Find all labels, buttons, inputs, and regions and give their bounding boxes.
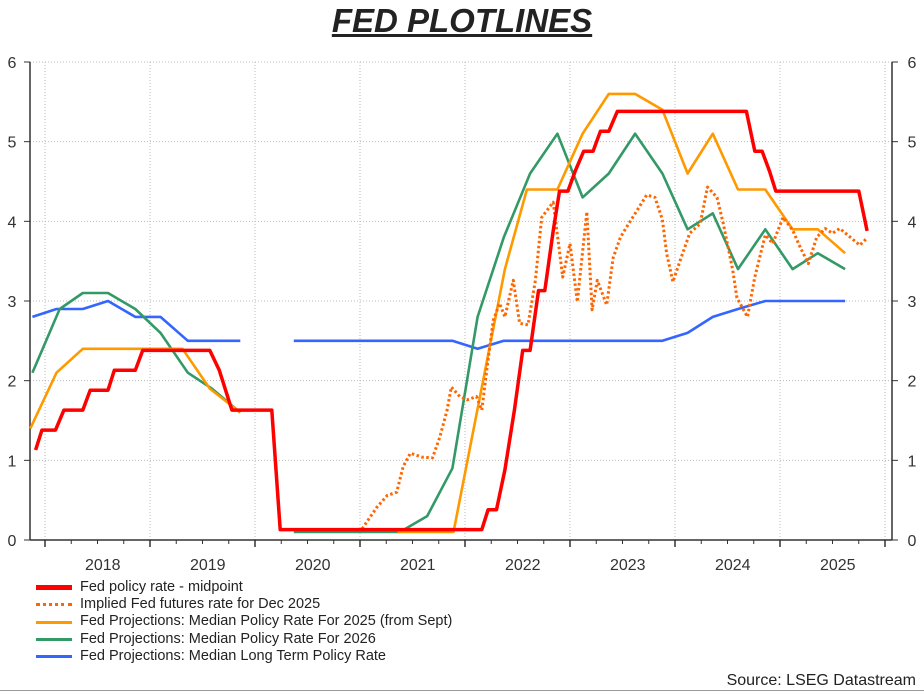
- series-fed-policy-rate-midpoint: [33, 109, 869, 532]
- y-tick-label-left: 1: [8, 453, 17, 470]
- y-tick-label-right: 5: [908, 135, 917, 152]
- legend-item: Fed Projections: Median Long Term Policy…: [36, 648, 452, 665]
- x-tick-label: 2021: [400, 557, 436, 574]
- y-tick-label-right: 3: [908, 294, 917, 311]
- y-tick-label-left: 6: [8, 55, 17, 72]
- series-line: [397, 92, 846, 534]
- legend: Fed policy rate - midpoint Implied Fed fu…: [36, 579, 452, 665]
- y-tick-label-right: 2: [908, 374, 917, 391]
- legend-swatch: [36, 585, 72, 591]
- series-fed-projections-median-policy-rate-for-2026: [31, 132, 846, 534]
- series-line: [31, 291, 242, 414]
- x-tick-label: 2024: [715, 557, 751, 574]
- legend-label: Fed Projections: Median Long Term Policy…: [80, 647, 386, 664]
- y-tick-label-right: 0: [908, 533, 917, 550]
- legend-label: Implied Fed futures rate for Dec 2025: [80, 596, 321, 613]
- y-tick-label-left: 5: [8, 135, 17, 152]
- y-tick-label-left: 3: [8, 294, 17, 311]
- legend-item: Implied Fed futures rate for Dec 2025: [36, 596, 452, 613]
- x-tick-label: 2025: [820, 557, 856, 574]
- series-line: [33, 109, 869, 532]
- series-line: [360, 185, 869, 530]
- y-tick-label-right: 4: [908, 214, 917, 231]
- legend-label: Fed policy rate - midpoint: [80, 579, 243, 595]
- x-tick-label: 2022: [505, 557, 541, 574]
- x-tick-label: 2023: [610, 557, 646, 574]
- legend-swatch: [36, 654, 72, 658]
- series-line: [293, 299, 846, 351]
- y-tick-label-right: 1: [908, 453, 917, 470]
- x-tick-label: 2020: [295, 557, 331, 574]
- legend-swatch: [36, 603, 72, 607]
- bottom-divider: [0, 690, 924, 691]
- legend-swatch: [36, 637, 72, 641]
- source-note: Source: LSEG Datastream: [726, 672, 916, 689]
- series-implied-fed-futures-rate-for-dec-2025: [360, 185, 869, 530]
- y-tick-label-left: 0: [8, 533, 17, 550]
- chart-title: FED PLOTLINES: [331, 2, 593, 39]
- x-tick-label: 2019: [190, 557, 226, 574]
- legend-item: Fed Projections: Median Policy Rate For …: [36, 613, 452, 630]
- series-lines: [29, 92, 869, 534]
- series-fed-projections-median-long-term-policy-rate: [31, 299, 846, 351]
- series-line: [293, 132, 846, 534]
- legend-label: Fed Projections: Median Policy Rate For …: [80, 613, 453, 630]
- y-tick-label-left: 4: [8, 214, 17, 231]
- legend-swatch: [36, 620, 72, 624]
- axes: 0 0 1 1 2 2 3 3 4 4 5 5 6 6 2018 2019 2020 2021 2022 2023 20…: [8, 55, 917, 574]
- y-tick-label-right: 6: [908, 55, 917, 72]
- x-tick-label: 2018: [85, 557, 121, 574]
- legend-item: Fed Projections: Median Policy Rate For …: [36, 631, 452, 648]
- y-tick-label-left: 2: [8, 374, 17, 391]
- legend-label: Fed Projections: Median Policy Rate For …: [80, 630, 376, 647]
- legend-item: Fed policy rate - midpoint: [36, 579, 452, 596]
